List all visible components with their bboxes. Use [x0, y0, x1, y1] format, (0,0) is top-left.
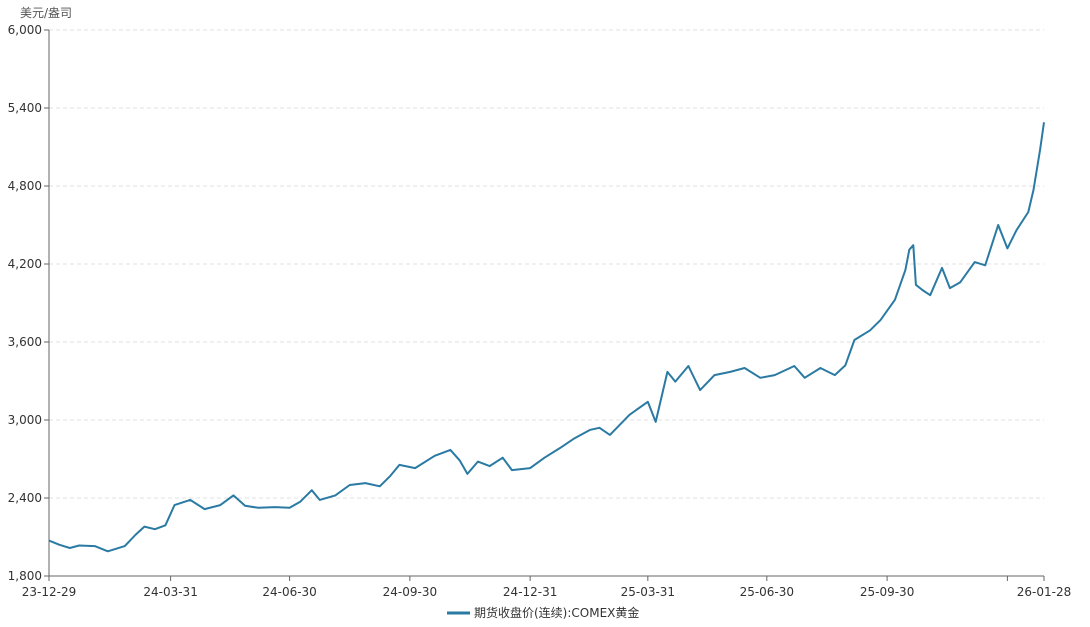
- x-tick-label: 23-12-29: [22, 585, 76, 599]
- legend-label: 期货收盘价(连续):COMEX黄金: [474, 605, 639, 620]
- x-tick-label: 24-12-31: [503, 585, 557, 599]
- y-tick-label: 3,000: [8, 413, 42, 427]
- y-tick-label: 6,000: [8, 23, 42, 37]
- x-tick-label: 26-01-28: [1017, 585, 1071, 599]
- gridlines: [49, 29, 1044, 499]
- y-axis: 1,800 2,400 3,000 3,600 4,200 4,800 5,400 6,000: [8, 23, 50, 583]
- y-tick-label: 5,400: [8, 101, 42, 115]
- series-group: [48, 122, 1045, 553]
- x-tick-label: 25-06-30: [740, 585, 794, 599]
- y-tick-label: 4,800: [8, 179, 42, 193]
- y-tick-label: 4,200: [8, 257, 42, 271]
- x-axis: 23-12-29 24-03-31 24-06-30 24-09-30 24-12-31…: [22, 575, 1071, 599]
- x-tick-label: 24-03-31: [143, 585, 197, 599]
- y-tick-label: 2,400: [8, 491, 42, 505]
- x-tick-label: 25-09-30: [860, 585, 914, 599]
- x-tick-label: 25-03-31: [621, 585, 675, 599]
- x-tick-label: 24-09-30: [383, 585, 437, 599]
- y-axis-unit-label: 美元/盎司: [20, 6, 72, 20]
- y-tick-label: 3,600: [8, 335, 42, 349]
- series-line: [48, 122, 1045, 553]
- legend[interactable]: 期货收盘价(连续):COMEX黄金: [447, 605, 639, 620]
- y-tick-label: 1,800: [8, 569, 42, 583]
- x-tick-label: 24-06-30: [262, 585, 316, 599]
